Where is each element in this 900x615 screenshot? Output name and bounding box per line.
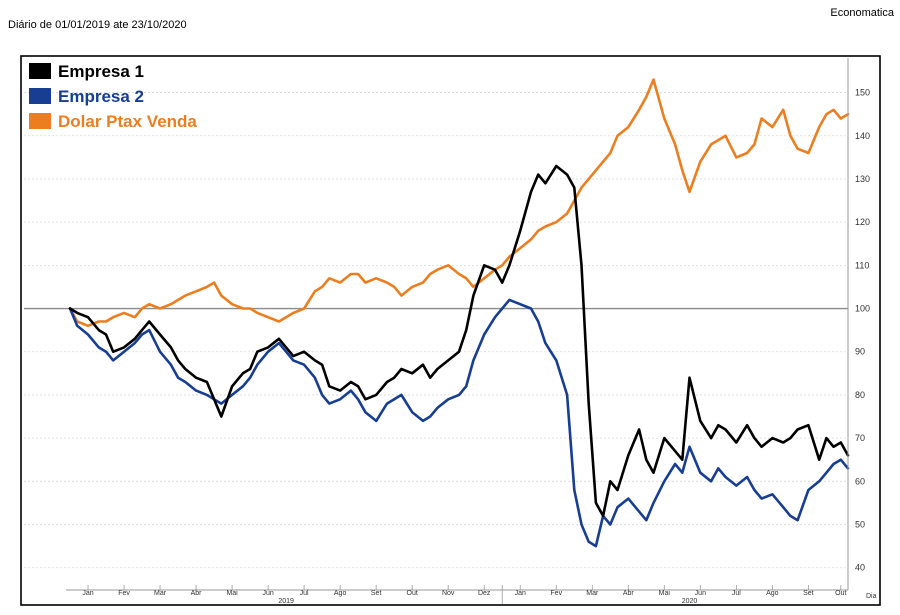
series-line-dolar-ptax-venda (68, 78, 850, 328)
x-tick-label: Ago (334, 590, 347, 597)
x-tick-label: Mai (659, 590, 671, 597)
x-tick-label: Out (407, 590, 418, 597)
y-tick-label: 40 (855, 563, 865, 573)
y-tick-label: 50 (855, 520, 865, 530)
x-tick-label: Dez (478, 590, 491, 597)
series-line-empresa-2 (68, 298, 850, 548)
legend-swatch (29, 63, 51, 79)
period-label: Diário de 01/01/2019 ate 23/10/2020 (8, 19, 187, 31)
y-tick-label: 100 (855, 304, 870, 314)
x-tick-label: Ago (766, 590, 779, 597)
series-line-empresa-1 (68, 164, 850, 518)
legend: Empresa 1 Empresa 2 Dolar Ptax Venda (29, 62, 197, 131)
x-tick-label: Jan (82, 590, 93, 597)
y-tick-label: 120 (855, 217, 870, 227)
x-axis: Jan Fev Mar Abr Mai Jun Jul Ago Set Out Nov Dez Jan F… (66, 585, 877, 605)
y-tick-label: 130 (855, 174, 870, 184)
legend-label: Empresa 1 (58, 62, 144, 81)
x-tick-label: Fev (118, 590, 130, 597)
y-axis: 40 50 60 70 80 90 100 110 120 130 140 150 (847, 58, 870, 590)
x-tick-label: Abr (623, 590, 635, 597)
y-tick-label: 110 (855, 260, 869, 270)
y-tick-label: 140 (855, 131, 870, 141)
y-tick-label: 150 (855, 88, 870, 98)
series-lines (68, 78, 850, 548)
y-tick-label: 90 (855, 347, 865, 357)
x-tick-label: Jun (262, 590, 273, 597)
y-tick-label: 60 (855, 476, 865, 486)
legend-label: Empresa 2 (58, 87, 144, 106)
chart-frame (20, 55, 881, 606)
x-tick-label: Jun (695, 590, 706, 597)
x-tick-label: Mar (154, 590, 167, 597)
x-tick-label: Set (803, 590, 814, 597)
x-tick-label: Mar (586, 590, 599, 597)
x-tick-label: Abr (191, 590, 203, 597)
y-tick-label: 80 (855, 390, 865, 400)
x-tick-label: Jul (732, 590, 741, 597)
legend-label: Dolar Ptax Venda (58, 112, 197, 131)
x-tick-label: Jul (300, 590, 309, 597)
x-tick-label: Nov (442, 590, 455, 597)
x-axis-label: Dia (866, 593, 877, 600)
year-label: 2019 (278, 598, 294, 605)
x-tick-label: Mai (226, 590, 238, 597)
x-tick-label: Set (371, 590, 382, 597)
x-tick-label: Fev (550, 590, 562, 597)
x-tick-label: Jan (515, 590, 526, 597)
brand-label: Economatica (830, 7, 894, 19)
y-tick-label: 70 (855, 433, 865, 443)
year-label: 2020 (682, 598, 698, 605)
legend-swatch (29, 113, 51, 129)
legend-swatch (29, 88, 51, 104)
x-tick-label: Out (835, 590, 846, 597)
